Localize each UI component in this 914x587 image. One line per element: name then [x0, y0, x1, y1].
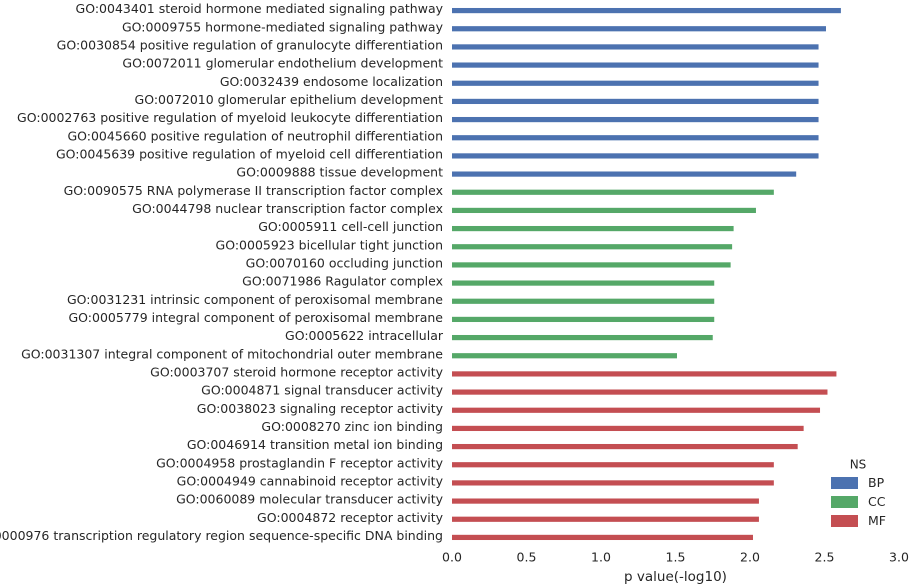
category-label: GO:0060089 molecular transducer activity	[176, 492, 444, 507]
category-label: GO:0005779 integral component of peroxis…	[69, 310, 444, 325]
category-label: GO:0005911 cell-cell junction	[258, 219, 443, 234]
bar-mf	[452, 425, 804, 432]
category-label: GO:0032439 endosome localization	[220, 74, 443, 89]
bar-bp	[452, 116, 819, 123]
category-label: GO:0004958 prostaglandin F receptor acti…	[156, 455, 444, 470]
bar-cc	[452, 189, 774, 195]
category-label: GO:0071986 Ragulator complex	[242, 274, 443, 289]
category-label: GO:0004872 receptor activity	[257, 510, 444, 525]
category-label: GO:0072010 glomerular epithelium develop…	[135, 92, 444, 107]
x-tick-label: 2.5	[815, 550, 835, 565]
legend-swatch-bp	[831, 477, 858, 489]
legend-label-mf: MF	[868, 513, 886, 528]
bar-cc	[452, 353, 677, 359]
x-tick-label: 1.5	[666, 550, 686, 565]
x-tick-label: 0.5	[517, 550, 537, 565]
category-label: GO:0070160 occluding junction	[246, 255, 443, 270]
bar-mf	[452, 498, 759, 504]
category-label: GO:0000976 transcription regulatory regi…	[0, 528, 443, 543]
category-label: GO:0002763 positive regulation of myeloi…	[17, 110, 443, 125]
bar-cc	[452, 334, 713, 341]
bar-cc	[452, 225, 734, 232]
bar-bp	[452, 171, 797, 177]
bar-mf	[452, 407, 821, 413]
category-label: GO:0072011 glomerular endothelium develo…	[122, 56, 443, 71]
category-label: GO:0031307 integral component of mitocho…	[21, 346, 443, 361]
category-label: GO:0031231 intrinsic component of peroxi…	[67, 292, 443, 307]
legend-swatch-mf	[831, 515, 858, 527]
bar-bp	[452, 26, 826, 32]
bar-cc	[452, 298, 715, 304]
category-label: GO:0004871 signal transducer activity	[201, 383, 443, 398]
category-label: GO:0004949 cannabinoid receptor activity	[177, 473, 444, 488]
bar-bp	[452, 62, 819, 68]
category-label: GO:0009755 hormone-mediated signaling pa…	[122, 19, 444, 34]
x-tick-label: 3.0	[889, 550, 909, 565]
bar-bp	[452, 153, 819, 159]
bar-cc	[452, 207, 756, 214]
bar-bp	[452, 44, 819, 50]
bar-mf	[452, 443, 798, 450]
bar-bp	[452, 80, 819, 86]
bar-cc	[452, 316, 715, 323]
bar-cc	[452, 244, 733, 250]
legend-label-bp: BP	[868, 475, 885, 490]
category-label: GO:0043401 steroid hormone mediated sign…	[76, 1, 444, 16]
legend-title: NS	[850, 458, 867, 472]
category-label: GO:0005622 intracellular	[285, 328, 444, 343]
bar-mf	[452, 516, 759, 522]
bar-bp	[452, 135, 819, 141]
category-label: GO:0008270 zinc ion binding	[261, 419, 443, 434]
category-label: GO:0044798 nuclear transcription factor …	[132, 201, 443, 216]
category-label: GO:0009888 tissue development	[236, 165, 443, 180]
bar-mf	[452, 480, 774, 486]
category-label: GO:0046914 transition metal ion binding	[187, 437, 443, 452]
category-label: GO:0005923 bicellular tight junction	[216, 237, 443, 252]
category-label: GO:0003707 steroid hormone receptor acti…	[150, 364, 443, 379]
x-tick-label: 1.0	[591, 550, 611, 565]
x-tick-label: 2.0	[740, 550, 760, 565]
bar-mf	[452, 462, 774, 468]
bar-cc	[452, 262, 731, 268]
bar-mf	[452, 371, 837, 377]
category-label: GO:0030854 positive regulation of granul…	[57, 37, 443, 52]
category-label: GO:0045639 positive regulation of myeloi…	[56, 146, 443, 161]
bar-mf	[452, 534, 753, 541]
bar-bp	[452, 7, 841, 14]
x-axis-title: p value(-log10)	[624, 569, 727, 585]
category-label: GO:0045660 positive regulation of neutro…	[67, 128, 443, 143]
bar-cc	[452, 280, 715, 286]
bar-mf	[452, 389, 828, 395]
category-label: GO:0090575 RNA polymerase II transcripti…	[64, 183, 443, 198]
x-tick-label: 0.0	[442, 550, 462, 565]
legend-swatch-cc	[831, 496, 858, 508]
category-label: GO:0038023 signaling receptor activity	[197, 401, 444, 416]
legend-label-cc: CC	[868, 494, 886, 509]
bar-bp	[452, 98, 819, 105]
